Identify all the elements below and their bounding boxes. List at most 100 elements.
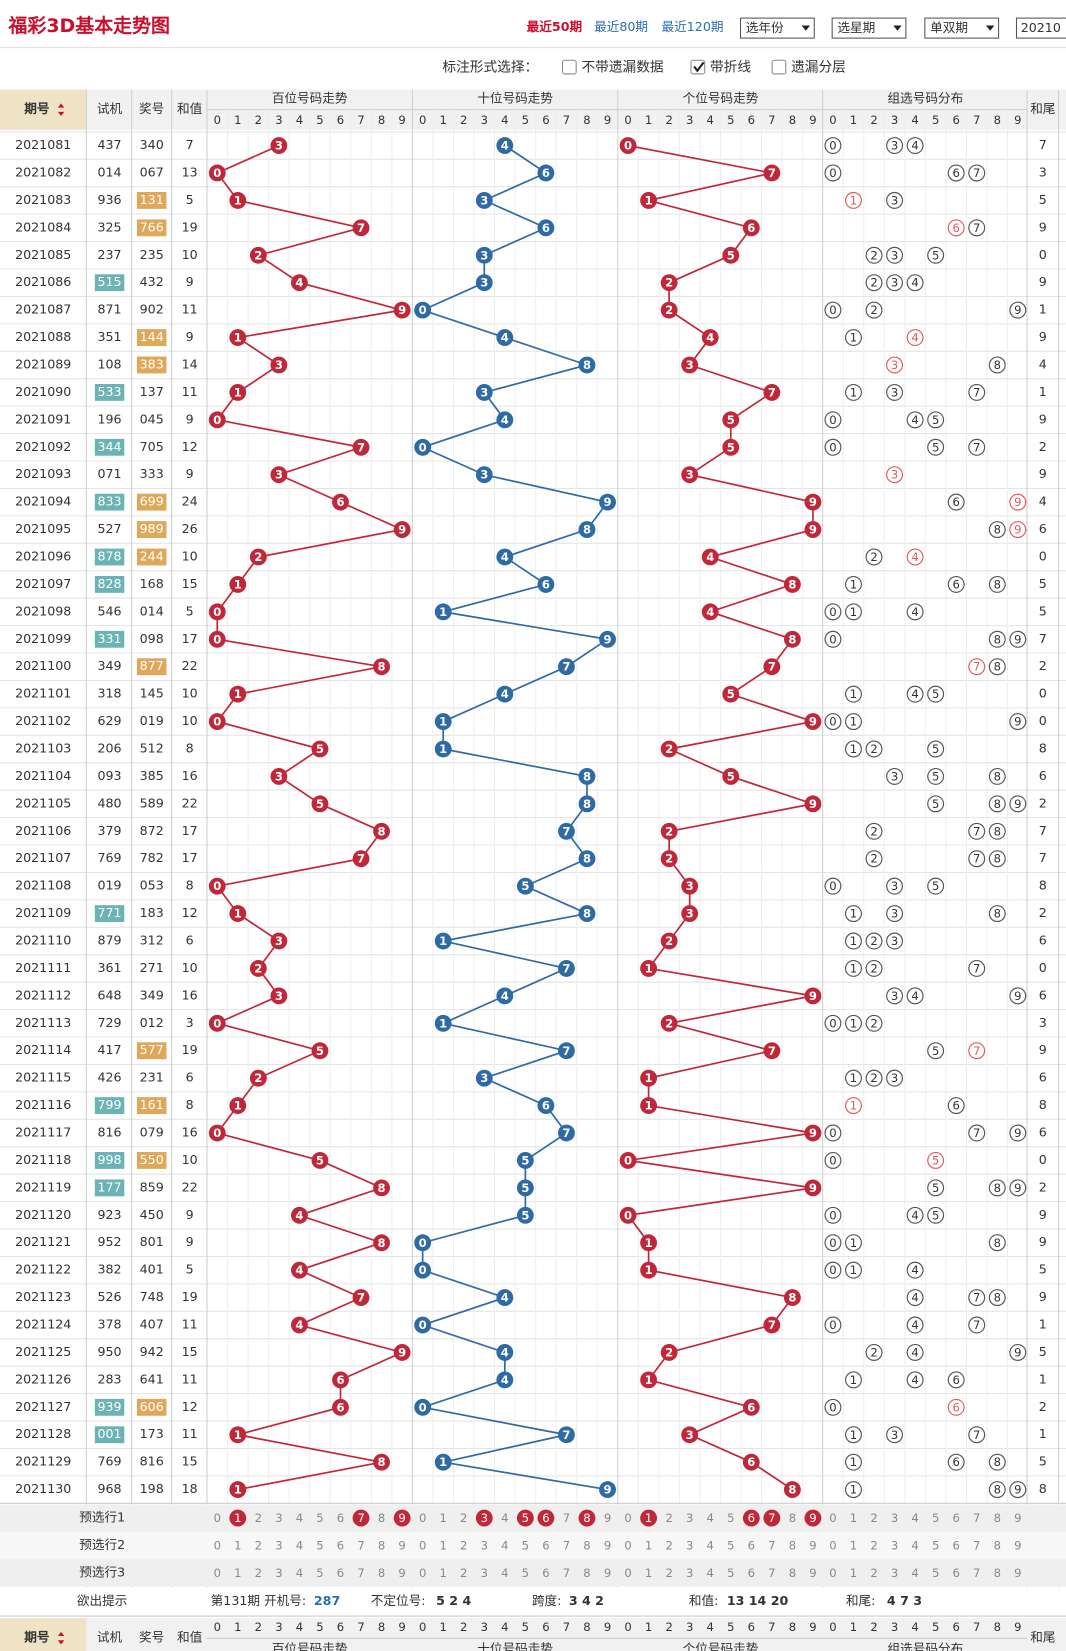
- preselect-ball[interactable]: [352, 1509, 370, 1527]
- preselect-digit[interactable]: 7: [563, 1511, 570, 1525]
- preselect-digit[interactable]: 2: [870, 1538, 877, 1552]
- preselect-digit[interactable]: 6: [542, 1511, 549, 1525]
- preselect-digit[interactable]: 1: [645, 1566, 652, 1580]
- preselect-digit[interactable]: 1: [440, 1566, 447, 1580]
- preselect-digit[interactable]: 9: [604, 1511, 611, 1525]
- preselect-digit[interactable]: 8: [583, 1511, 590, 1525]
- checkbox[interactable]: [561, 59, 577, 75]
- preselect-ball[interactable]: [578, 1509, 596, 1527]
- preselect-digit[interactable]: 4: [296, 1511, 303, 1525]
- preselect-digit[interactable]: 4: [911, 1566, 918, 1580]
- preselect-digit[interactable]: 8: [583, 1566, 590, 1580]
- preselect-digit[interactable]: 9: [809, 1538, 816, 1552]
- preselect-digit[interactable]: 9: [398, 1566, 405, 1580]
- preselect-digit[interactable]: 6: [337, 1566, 344, 1580]
- preselect-digit[interactable]: 4: [501, 1566, 508, 1580]
- preselect-digit[interactable]: 9: [604, 1566, 611, 1580]
- preselect-digit[interactable]: 3: [891, 1511, 898, 1525]
- checkbox[interactable]: [771, 59, 787, 75]
- period-input[interactable]: [1015, 17, 1066, 39]
- preselect-digit[interactable]: 8: [994, 1511, 1001, 1525]
- preselect-digit[interactable]: 6: [748, 1566, 755, 1580]
- preselect-digit[interactable]: 0: [419, 1538, 426, 1552]
- preselect-digit[interactable]: 5: [316, 1538, 323, 1552]
- preselect-digit[interactable]: 8: [789, 1566, 796, 1580]
- preselect-ball[interactable]: [516, 1509, 534, 1527]
- preselect-digit[interactable]: 1: [440, 1538, 447, 1552]
- preselect-digit[interactable]: 3: [891, 1538, 898, 1552]
- preselect-digit[interactable]: 4: [707, 1538, 714, 1552]
- preselect-digit[interactable]: 4: [296, 1538, 303, 1552]
- preselect-digit[interactable]: 1: [234, 1538, 241, 1552]
- preselect-digit[interactable]: 3: [275, 1566, 282, 1580]
- select-box[interactable]: [831, 17, 907, 39]
- preselect-digit[interactable]: 7: [357, 1511, 364, 1525]
- preselect-digit[interactable]: 8: [789, 1511, 796, 1525]
- preselect-digit[interactable]: 9: [809, 1511, 816, 1525]
- preselect-digit[interactable]: 3: [481, 1511, 488, 1525]
- preselect-digit[interactable]: 0: [624, 1538, 631, 1552]
- preselect-digit[interactable]: 6: [748, 1538, 755, 1552]
- preselect-ball[interactable]: [537, 1509, 555, 1527]
- preselect-digit[interactable]: 5: [932, 1538, 939, 1552]
- preselect-digit[interactable]: 3: [275, 1511, 282, 1525]
- preselect-digit[interactable]: 2: [460, 1511, 467, 1525]
- checkbox[interactable]: [690, 59, 706, 75]
- preselect-digit[interactable]: 7: [357, 1538, 364, 1552]
- preselect-digit[interactable]: 2: [460, 1538, 467, 1552]
- preselect-digit[interactable]: 8: [994, 1538, 1001, 1552]
- preselect-digit[interactable]: 5: [316, 1566, 323, 1580]
- preselect-digit[interactable]: 0: [214, 1566, 221, 1580]
- preselect-digit[interactable]: 9: [398, 1538, 405, 1552]
- preselect-ball[interactable]: [640, 1509, 658, 1527]
- preselect-digit[interactable]: 5: [522, 1538, 529, 1552]
- period-link[interactable]: 最近120期: [662, 19, 724, 34]
- preselect-digit[interactable]: 0: [214, 1511, 221, 1525]
- preselect-digit[interactable]: 9: [398, 1511, 405, 1525]
- preselect-ball[interactable]: [229, 1509, 247, 1527]
- preselect-digit[interactable]: 7: [973, 1566, 980, 1580]
- preselect-digit[interactable]: 1: [850, 1566, 857, 1580]
- preselect-digit[interactable]: 5: [727, 1511, 734, 1525]
- preselect-digit[interactable]: 7: [973, 1511, 980, 1525]
- preselect-digit[interactable]: 1: [645, 1511, 652, 1525]
- preselect-digit[interactable]: 2: [255, 1566, 262, 1580]
- preselect-digit[interactable]: 8: [378, 1538, 385, 1552]
- preselect-digit[interactable]: 0: [624, 1566, 631, 1580]
- preselect-digit[interactable]: 8: [789, 1538, 796, 1552]
- preselect-digit[interactable]: 7: [768, 1538, 775, 1552]
- preselect-ball[interactable]: [393, 1509, 411, 1527]
- preselect-digit[interactable]: 9: [1014, 1511, 1021, 1525]
- preselect-digit[interactable]: 9: [809, 1566, 816, 1580]
- preselect-digit[interactable]: 5: [932, 1566, 939, 1580]
- preselect-digit[interactable]: 2: [665, 1566, 672, 1580]
- col-header[interactable]: 期号: [24, 1630, 50, 1645]
- preselect-digit[interactable]: 6: [748, 1511, 755, 1525]
- preselect-digit[interactable]: 2: [870, 1511, 877, 1525]
- preselect-digit[interactable]: 2: [255, 1511, 262, 1525]
- col-header[interactable]: 期号: [24, 101, 50, 116]
- preselect-digit[interactable]: 7: [768, 1511, 775, 1525]
- preselect-digit[interactable]: 7: [357, 1566, 364, 1580]
- preselect-digit[interactable]: 8: [583, 1538, 590, 1552]
- select-box[interactable]: [924, 17, 1000, 39]
- preselect-digit[interactable]: 6: [542, 1538, 549, 1552]
- preselect-digit[interactable]: 5: [316, 1511, 323, 1525]
- preselect-digit[interactable]: 5: [522, 1511, 529, 1525]
- preselect-digit[interactable]: 6: [337, 1538, 344, 1552]
- preselect-digit[interactable]: 7: [973, 1538, 980, 1552]
- preselect-digit[interactable]: 5: [727, 1538, 734, 1552]
- preselect-digit[interactable]: 8: [994, 1566, 1001, 1580]
- preselect-digit[interactable]: 0: [419, 1511, 426, 1525]
- preselect-digit[interactable]: 5: [932, 1511, 939, 1525]
- preselect-digit[interactable]: 1: [850, 1538, 857, 1552]
- preselect-digit[interactable]: 4: [707, 1511, 714, 1525]
- preselect-digit[interactable]: 6: [952, 1566, 959, 1580]
- preselect-digit[interactable]: 2: [460, 1566, 467, 1580]
- preselect-ball[interactable]: [804, 1509, 822, 1527]
- preselect-digit[interactable]: 6: [542, 1566, 549, 1580]
- period-link[interactable]: 最近50期: [527, 19, 582, 34]
- preselect-digit[interactable]: 3: [686, 1538, 693, 1552]
- preselect-digit[interactable]: 8: [378, 1511, 385, 1525]
- preselect-digit[interactable]: 5: [522, 1566, 529, 1580]
